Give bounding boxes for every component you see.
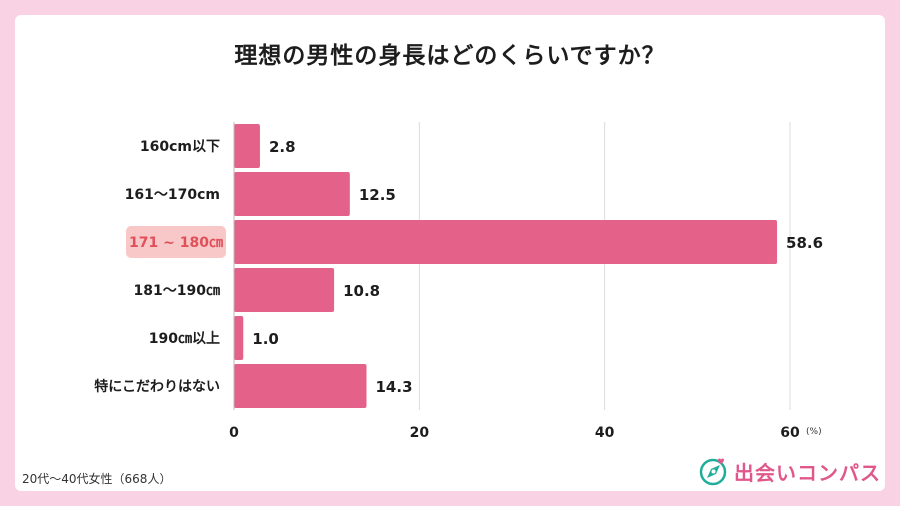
x-tick-label: 20 [410,425,430,441]
bar [234,124,260,168]
compass-heart-icon [699,458,727,486]
value-label: 58.6 [786,234,823,252]
x-tick-label: 60 [780,425,800,441]
unit-label: (%) [806,427,822,437]
highlight-box [126,226,226,258]
category-label: 160cm以下 [140,139,220,155]
value-label: 10.8 [343,282,380,300]
bar [234,316,244,360]
category-label: 181〜190㎝ [134,283,220,299]
category-label: 190㎝以上 [149,331,220,347]
category-label: 特にこだわりはない [94,378,220,395]
category-label: 161〜170cm [125,187,220,203]
sample-note: 20代〜40代女性（668人） [22,472,172,486]
value-label: 14.3 [376,378,413,396]
value-label: 1.0 [252,330,279,348]
bar [234,364,367,408]
value-label: 2.8 [269,138,296,156]
bar [234,172,350,216]
bar [234,220,778,264]
brand-name: 出会いコンパス [734,460,881,485]
bar [234,268,335,312]
x-tick-label: 40 [595,425,615,441]
brand-logo: 出会いコンパス [698,456,881,486]
chart-title: 理想の男性の身長はどのくらいですか？ [234,43,666,69]
category-label: 171 ~ 180㎝ [129,235,223,251]
value-label: 12.5 [359,186,396,204]
x-tick-label: 0 [229,425,239,441]
